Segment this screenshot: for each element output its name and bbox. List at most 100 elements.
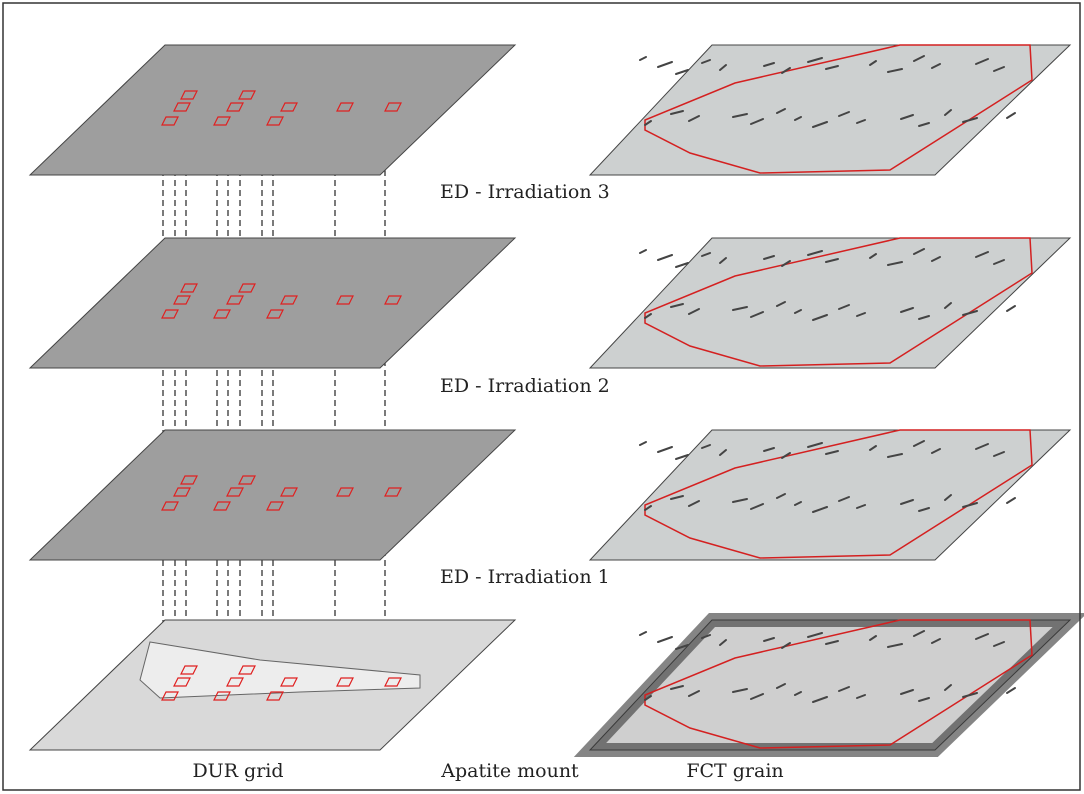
track — [807, 250, 823, 256]
grid-cell — [213, 501, 231, 511]
track — [1006, 497, 1016, 504]
track — [825, 640, 839, 645]
track — [688, 308, 700, 315]
track — [639, 631, 647, 636]
track — [918, 507, 930, 512]
track — [719, 257, 727, 264]
track — [657, 254, 673, 261]
layer-label: ED - Irradiation 2 — [440, 375, 610, 397]
track — [781, 67, 791, 74]
grid-cell — [173, 102, 191, 112]
grid-cell — [280, 487, 298, 497]
grid-cell — [384, 295, 402, 305]
track — [776, 493, 786, 499]
track — [856, 694, 866, 699]
grid-cell — [336, 677, 354, 687]
track — [807, 57, 823, 63]
track — [856, 119, 866, 124]
track — [794, 691, 802, 696]
track — [887, 68, 903, 73]
track — [856, 312, 866, 317]
track — [962, 692, 978, 698]
track — [856, 504, 866, 509]
grid-cell — [384, 677, 402, 687]
track — [944, 494, 952, 501]
track — [732, 688, 748, 693]
grid-cell — [161, 309, 179, 319]
plate — [28, 237, 517, 369]
footer-label: DUR grid — [192, 760, 283, 782]
track — [675, 69, 689, 75]
plate — [28, 44, 517, 176]
track — [701, 252, 711, 257]
grid-cell — [336, 487, 354, 497]
grid-cell — [161, 501, 179, 511]
track — [675, 644, 689, 650]
track — [975, 443, 989, 450]
track — [776, 108, 786, 114]
track — [688, 500, 700, 507]
track — [931, 448, 941, 454]
grid-cell — [266, 691, 284, 701]
grid-cell — [180, 665, 198, 675]
track — [918, 697, 930, 702]
track — [838, 111, 850, 117]
grid-cell — [213, 309, 231, 319]
footer-label: Apatite mount — [440, 760, 579, 782]
track — [719, 64, 727, 71]
track — [887, 453, 903, 458]
footer-label: FCT grain — [686, 760, 783, 782]
track — [675, 262, 689, 268]
plate — [28, 429, 517, 561]
grid-cell — [266, 116, 284, 126]
grid-cell — [161, 116, 179, 126]
layer-label: ED - Irradiation 1 — [440, 566, 610, 588]
track — [670, 303, 684, 308]
track — [701, 59, 711, 64]
track — [1006, 305, 1016, 312]
track — [719, 449, 727, 456]
track — [750, 118, 764, 125]
track — [657, 636, 673, 643]
grid-cell — [226, 487, 244, 497]
track — [1006, 112, 1016, 119]
grid-cell — [213, 691, 231, 701]
track — [807, 442, 823, 448]
track — [962, 117, 978, 123]
track — [807, 632, 823, 638]
track — [931, 63, 941, 69]
track — [993, 641, 1005, 647]
track — [732, 113, 748, 118]
track — [913, 55, 925, 62]
track — [931, 638, 941, 644]
track — [962, 310, 978, 316]
track — [869, 445, 877, 451]
grid-cell — [180, 283, 198, 293]
track — [812, 506, 828, 513]
track — [675, 454, 689, 460]
track — [688, 690, 700, 697]
track — [918, 315, 930, 320]
track — [750, 503, 764, 510]
track — [918, 122, 930, 127]
track — [975, 58, 989, 65]
track — [657, 446, 673, 453]
track — [900, 307, 914, 313]
track — [887, 261, 903, 266]
track — [794, 501, 802, 506]
grid-cell — [173, 487, 191, 497]
track — [763, 62, 775, 67]
track — [838, 686, 850, 692]
track — [913, 440, 925, 447]
layer-label: ED - Irradiation 3 — [440, 181, 610, 203]
track — [825, 450, 839, 455]
track — [776, 683, 786, 689]
track — [639, 249, 647, 254]
grid-cell — [226, 677, 244, 687]
grid-cell — [238, 665, 256, 675]
track — [825, 65, 839, 70]
track — [975, 633, 989, 640]
track — [975, 251, 989, 258]
grid-cell — [280, 295, 298, 305]
